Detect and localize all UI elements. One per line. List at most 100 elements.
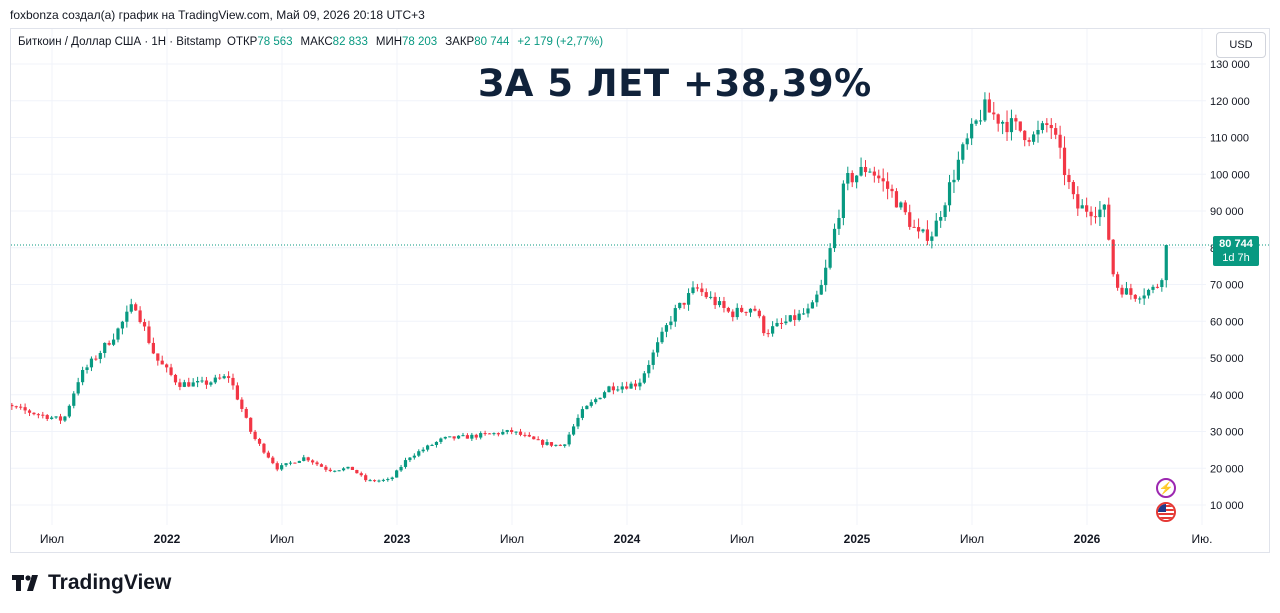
us-flag-icon[interactable] xyxy=(1156,502,1176,522)
candle-body[interactable] xyxy=(974,120,978,124)
candle-body[interactable] xyxy=(240,399,244,409)
candle-body[interactable] xyxy=(970,123,974,139)
candle-body[interactable] xyxy=(399,466,403,471)
candle-body[interactable] xyxy=(1142,295,1146,299)
candle-body[interactable] xyxy=(647,364,651,374)
candle-body[interactable] xyxy=(903,202,907,213)
candle-body[interactable] xyxy=(771,326,775,334)
candle-body[interactable] xyxy=(169,367,173,375)
candle-body[interactable] xyxy=(288,462,293,464)
chart-panel[interactable]: 10 000 20 000 30 000 40 000 50 000 60 000 70 0… xyxy=(10,28,1270,553)
candle-body[interactable] xyxy=(1080,205,1084,209)
candle-body[interactable] xyxy=(452,436,456,439)
candle-body[interactable] xyxy=(1049,124,1053,129)
candle-body[interactable] xyxy=(735,307,739,318)
candle-body[interactable] xyxy=(815,294,819,303)
candle-body[interactable] xyxy=(859,166,863,176)
candle-body[interactable] xyxy=(421,449,425,452)
candle-body[interactable] xyxy=(173,374,178,383)
candle-body[interactable] xyxy=(209,382,213,385)
candle-body[interactable] xyxy=(589,402,593,406)
candle-body[interactable] xyxy=(165,364,169,368)
candle-body[interactable] xyxy=(328,469,332,472)
candle-body[interactable] xyxy=(222,376,226,379)
candle-body[interactable] xyxy=(266,452,270,458)
candle-body[interactable] xyxy=(81,370,85,383)
candle-body[interactable] xyxy=(965,138,969,145)
candle-body[interactable] xyxy=(434,441,439,445)
candle-body[interactable] xyxy=(1138,298,1142,300)
candle-body[interactable] xyxy=(58,416,63,421)
candle-body[interactable] xyxy=(501,431,505,435)
candle-body[interactable] xyxy=(797,313,801,320)
candle-body[interactable] xyxy=(63,416,67,421)
candle-body[interactable] xyxy=(757,310,761,317)
candle-body[interactable] xyxy=(474,434,478,438)
candle-body[interactable] xyxy=(120,321,125,329)
candle-body[interactable] xyxy=(72,393,76,406)
candle-body[interactable] xyxy=(629,383,633,389)
candle-body[interactable] xyxy=(1023,130,1027,141)
candle-body[interactable] xyxy=(496,433,500,435)
candle-body[interactable] xyxy=(930,236,934,241)
candle-body[interactable] xyxy=(448,436,452,438)
candle-body[interactable] xyxy=(656,342,660,353)
candle-body[interactable] xyxy=(487,433,492,435)
candle-body[interactable] xyxy=(116,328,120,340)
candle-body[interactable] xyxy=(319,464,324,467)
candle-body[interactable] xyxy=(731,311,735,318)
candle-body[interactable] xyxy=(311,460,315,463)
candle-body[interactable] xyxy=(76,382,80,394)
candle-body[interactable] xyxy=(571,426,576,435)
candle-body[interactable] xyxy=(939,217,943,221)
candle-body[interactable] xyxy=(346,466,350,469)
candle-body[interactable] xyxy=(1045,123,1049,125)
candle-body[interactable] xyxy=(381,479,385,481)
candle-body[interactable] xyxy=(430,444,434,446)
candle-body[interactable] xyxy=(359,473,363,476)
candle-body[interactable] xyxy=(1018,121,1022,131)
candle-body[interactable] xyxy=(337,470,341,472)
candle-body[interactable] xyxy=(341,468,346,471)
candle-body[interactable] xyxy=(182,382,186,387)
candle-body[interactable] xyxy=(886,181,890,189)
candle-body[interactable] xyxy=(598,397,602,400)
candle-body[interactable] xyxy=(775,322,779,327)
candle-body[interactable] xyxy=(1093,216,1098,218)
candle-body[interactable] xyxy=(987,99,991,113)
candle-body[interactable] xyxy=(505,430,509,432)
candle-body[interactable] xyxy=(620,386,624,390)
candle-body[interactable] xyxy=(943,205,947,218)
candle-body[interactable] xyxy=(151,342,155,354)
candle-body[interactable] xyxy=(14,406,18,408)
candle-body[interactable] xyxy=(762,316,766,334)
candle-body[interactable] xyxy=(651,352,655,365)
candle-body[interactable] xyxy=(235,385,240,400)
candle-body[interactable] xyxy=(465,435,470,439)
candle-body[interactable] xyxy=(952,179,956,183)
candle-body[interactable] xyxy=(1005,121,1009,133)
candle-body[interactable] xyxy=(111,339,116,345)
candle-body[interactable] xyxy=(1129,288,1133,295)
candle-body[interactable] xyxy=(1146,289,1151,296)
candle-body[interactable] xyxy=(461,435,465,437)
candle-body[interactable] xyxy=(470,434,474,439)
candle-body[interactable] xyxy=(1062,147,1067,176)
candle-body[interactable] xyxy=(947,182,952,206)
candle-body[interactable] xyxy=(1058,134,1062,148)
candle-body[interactable] xyxy=(483,433,487,435)
candle-body[interactable] xyxy=(536,439,540,441)
candle-body[interactable] xyxy=(691,287,695,294)
candle-body[interactable] xyxy=(748,308,753,313)
candle-body[interactable] xyxy=(682,302,686,305)
candle-body[interactable] xyxy=(717,301,722,306)
candle-body[interactable] xyxy=(187,382,191,387)
candle-body[interactable] xyxy=(386,479,390,481)
candle-body[interactable] xyxy=(1133,294,1137,299)
candle-body[interactable] xyxy=(315,462,319,465)
candle-body[interactable] xyxy=(779,322,784,324)
candle-body[interactable] xyxy=(1014,118,1018,122)
candle-body[interactable] xyxy=(793,315,797,320)
candle-body[interactable] xyxy=(934,220,938,237)
candle-body[interactable] xyxy=(673,308,677,322)
